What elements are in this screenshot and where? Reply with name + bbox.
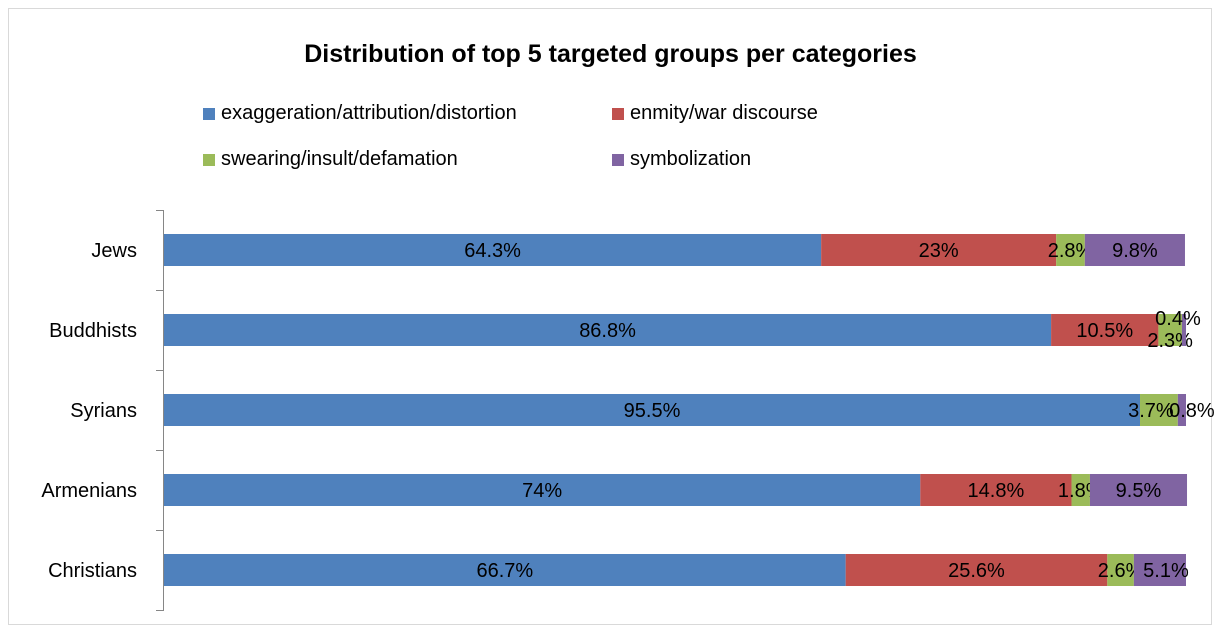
bar-segment (164, 474, 921, 506)
data-label: 95.5% (624, 400, 681, 422)
data-label: 2.3% (1147, 330, 1193, 352)
legend-item-swearing: swearing/insult/defamation (203, 148, 458, 171)
bar-segment (1177, 394, 1186, 426)
y-tick-label: Armenians (41, 480, 137, 502)
bar-segment (1089, 474, 1188, 506)
data-label: 25.6% (948, 560, 1005, 582)
data-label: 9.5% (1116, 480, 1162, 502)
bar-segment (1084, 234, 1185, 266)
data-label: 66.7% (476, 560, 533, 582)
bar-segment (1133, 554, 1186, 586)
legend-label: exaggeration/attribution/distortion (221, 102, 517, 124)
bar-segment (1181, 314, 1186, 346)
bar-segment (845, 554, 1108, 586)
bar-segment (164, 314, 1052, 346)
data-label: 2.8% (1048, 240, 1094, 262)
bar-segment (164, 554, 846, 586)
bar-segment (1056, 234, 1085, 266)
bar-segment (164, 394, 1141, 426)
data-label: 64.3% (464, 240, 521, 262)
chart-title: Distribution of top 5 targeted groups pe… (304, 40, 917, 68)
bar-segment (1107, 554, 1134, 586)
bar-segment (821, 234, 1057, 266)
y-tick-label: Syrians (70, 400, 137, 422)
data-label: 14.8% (968, 480, 1025, 502)
data-label: 3.7% (1128, 400, 1174, 422)
bar-segment (1140, 394, 1178, 426)
data-label: 0.4% (1155, 308, 1201, 330)
data-label: 9.8% (1112, 240, 1158, 262)
bar-segment (164, 234, 822, 266)
data-label: 10.5% (1076, 320, 1133, 342)
bar-segment (1158, 314, 1182, 346)
data-label: 2.6% (1098, 560, 1144, 582)
legend-item-enmity: enmity/war discourse (612, 102, 818, 125)
legend-swatch (612, 107, 624, 120)
legend-swatch (203, 107, 215, 120)
data-label: 5.1% (1143, 560, 1189, 582)
legend-item-exaggeration: exaggeration/attribution/distortion (203, 102, 517, 125)
bar-segment (1071, 474, 1090, 506)
legend-label: symbolization (630, 148, 752, 170)
legend-item-symbolization: symbolization (612, 148, 751, 171)
data-label: 86.8% (579, 320, 636, 342)
legend-label: swearing/insult/defamation (221, 148, 458, 170)
bar-segment (920, 474, 1072, 506)
bar-segment (1051, 314, 1159, 346)
legend-label: enmity/war discourse (630, 102, 818, 124)
y-tick-label: Christians (48, 560, 137, 582)
legend-swatch (203, 153, 215, 166)
data-label: 0.8% (1169, 400, 1215, 422)
y-tick-label: Buddhists (49, 320, 137, 342)
legend-swatch (612, 153, 624, 166)
y-tick-label: Jews (91, 240, 137, 262)
data-label: 74% (522, 480, 562, 502)
data-label: 23% (919, 240, 959, 262)
